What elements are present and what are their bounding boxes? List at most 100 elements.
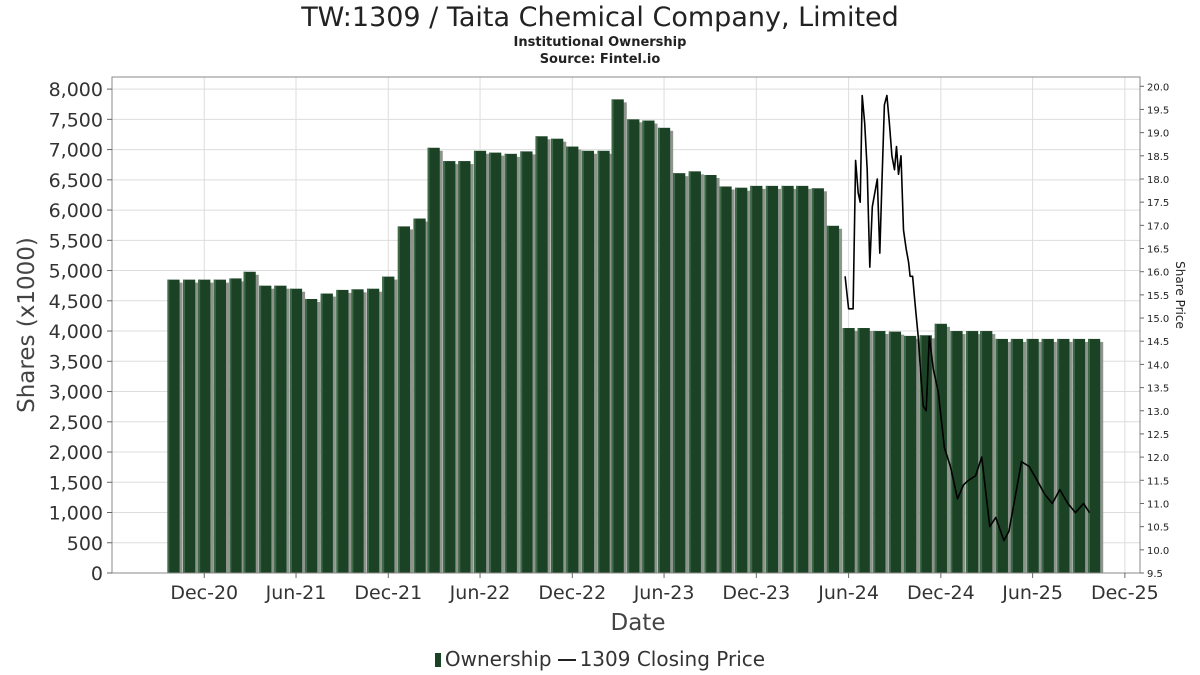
bar-highlight (950, 331, 953, 573)
ownership-bar (274, 285, 287, 573)
bar-highlight (274, 285, 277, 573)
ownership-bar (198, 279, 211, 573)
y2-tick-label: 14.0 (1147, 360, 1169, 371)
y-tick-label: 6,000 (49, 200, 103, 222)
ownership-bar (995, 338, 1008, 573)
bar-highlight (581, 150, 584, 574)
bar-highlight (458, 161, 461, 573)
bar-highlight (765, 185, 768, 573)
bar-highlight (351, 289, 354, 573)
bar-highlight (826, 225, 829, 574)
ownership-bar (535, 136, 548, 573)
bar-highlight (1041, 338, 1044, 573)
y-tick-label: 2,500 (49, 412, 103, 434)
ownership-bar (351, 289, 364, 573)
y2-tick-label: 15.0 (1147, 314, 1169, 325)
ownership-bar (413, 218, 426, 574)
bar-highlight (367, 288, 370, 573)
bar-highlight (305, 298, 308, 573)
y-tick-label: 7,000 (49, 140, 103, 162)
ownership-bar (183, 279, 196, 573)
y2-tick-label: 15.5 (1147, 291, 1169, 302)
x-tick-label: Dec-20 (170, 582, 238, 604)
price-legend-swatch (557, 659, 576, 661)
bar-highlight (198, 279, 201, 573)
legend: Ownership 1309 Closing Price (0, 647, 1200, 671)
bar-highlight (520, 151, 523, 573)
ownership-bar (289, 288, 303, 573)
y2-tick-label: 19.0 (1147, 129, 1169, 140)
y-tick-label: 1,500 (49, 472, 103, 494)
y2-tick-label: 18.5 (1147, 152, 1169, 163)
bar-highlight (719, 186, 722, 574)
ownership-bar (305, 298, 318, 573)
ownership-bar (473, 150, 487, 574)
y2-tick-label: 14.5 (1147, 337, 1169, 348)
chart-subtitle: Institutional Ownership (513, 35, 687, 50)
bar-highlight (750, 185, 753, 573)
x-tick-label: Dec-23 (722, 582, 790, 604)
bar-highlight (811, 188, 814, 574)
bar-highlight (397, 226, 400, 573)
y2-tick-label: 16.5 (1147, 245, 1169, 256)
y-tick-label: 7,500 (49, 109, 103, 131)
ownership-bar (320, 293, 333, 573)
ownership-bar (336, 289, 349, 573)
bar-highlight (1010, 338, 1013, 573)
ownership-bar (842, 328, 855, 573)
x-tick-label: Dec-21 (354, 582, 422, 604)
y-axis-right: 9.5 10.0 10.5 11.0 11.5 12.0 12.5 13.0 13.5 14.0 1… (1140, 82, 1169, 580)
ownership-bar (826, 225, 840, 574)
bar-highlight (413, 218, 416, 574)
bar-highlight (842, 328, 845, 573)
ownership-bar (811, 188, 824, 574)
bar-highlight (167, 279, 170, 573)
x-tick-label: Jun-22 (449, 582, 511, 604)
ownership-bar (765, 185, 779, 573)
y2-tick-label: 19.5 (1147, 105, 1169, 116)
bar-highlight (336, 289, 339, 573)
x-tick-label: Jun-25 (1001, 582, 1063, 604)
ownership-bar (520, 151, 533, 573)
ownership-bar (611, 99, 624, 573)
ownership-bar (704, 174, 717, 574)
bar-highlight (919, 335, 922, 573)
ownership-bar (781, 185, 794, 573)
bar-highlight (1088, 338, 1091, 573)
y2-tick-label: 17.5 (1147, 198, 1169, 209)
y-tick-label: 3,500 (49, 351, 103, 373)
y-tick-label: 8,000 (49, 79, 103, 101)
ownership-bar (750, 185, 763, 573)
ownership-bar (1088, 338, 1101, 573)
y2-tick-label: 12.5 (1147, 430, 1169, 441)
y-tick-label: 4,500 (49, 291, 103, 313)
ownership-bar (167, 279, 180, 573)
ownership-bar (504, 153, 517, 573)
ownership-bar (229, 278, 242, 573)
y2-axis-label: Share Price (1173, 261, 1187, 329)
bar-highlight (320, 293, 323, 573)
chart-source: Source: Fintel.io (539, 52, 661, 67)
ownership-bar (1010, 338, 1024, 573)
bar-highlight (966, 331, 969, 573)
ownership-bar (597, 150, 610, 574)
bar-highlight (489, 152, 492, 574)
x-axis-label: Date (611, 610, 666, 636)
bar-highlight (688, 171, 691, 574)
y2-tick-label: 9.5 (1147, 569, 1163, 580)
bar-highlight (551, 138, 554, 573)
bar-highlight (934, 323, 937, 573)
ownership-bar (719, 186, 732, 574)
ownership-bars (167, 99, 1104, 574)
ownership-bar (566, 146, 579, 573)
ownership-bar (581, 150, 595, 574)
bar-highlight (781, 185, 784, 573)
bar-highlight (1057, 338, 1060, 573)
ownership-bar (642, 120, 655, 574)
plot-frame (111, 76, 1141, 574)
bar-highlight (735, 187, 738, 573)
x-tick-label: Jun-24 (817, 582, 879, 604)
bar-highlight (673, 173, 676, 574)
x-tick-label: Dec-25 (1091, 582, 1159, 604)
